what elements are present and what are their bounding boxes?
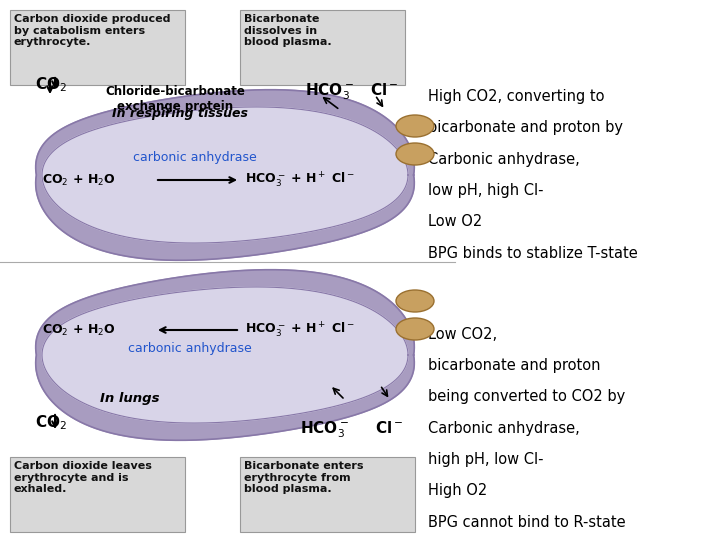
Text: High CO2, converting to: High CO2, converting to	[428, 89, 605, 104]
Text: In respiring tissues: In respiring tissues	[112, 107, 248, 120]
Ellipse shape	[396, 290, 434, 312]
Text: Chloride-bicarbonate
exchange protein: Chloride-bicarbonate exchange protein	[105, 85, 245, 113]
Bar	[10, 457, 185, 532]
Text: HCO$_3^-$ + H$^+$ Cl$^-$: HCO$_3^-$ + H$^+$ Cl$^-$	[245, 171, 356, 190]
Text: Bicarbonate
dissolves in
blood plasma.: Bicarbonate dissolves in blood plasma.	[244, 14, 332, 47]
Text: High O2: High O2	[428, 483, 487, 498]
Text: high pH, low Cl-: high pH, low Cl-	[428, 452, 544, 467]
Text: In lungs: In lungs	[100, 392, 160, 405]
Text: Carbon dioxide leaves
erythrocyte and is
exhaled.: Carbon dioxide leaves erythrocyte and is…	[14, 461, 152, 494]
Polygon shape	[36, 90, 414, 260]
Text: HCO$_3^-$: HCO$_3^-$	[300, 420, 349, 441]
Text: CO$_2$: CO$_2$	[35, 76, 67, 94]
Text: Cl$^-$: Cl$^-$	[370, 82, 398, 98]
Text: Carbonic anhydrase,: Carbonic anhydrase,	[428, 152, 580, 167]
Text: Bicarbonate enters
erythrocyte from
blood plasma.: Bicarbonate enters erythrocyte from bloo…	[244, 461, 364, 494]
Text: low pH, high Cl-: low pH, high Cl-	[428, 183, 544, 198]
Text: HCO$_3^-$: HCO$_3^-$	[305, 82, 354, 103]
Text: Low O2: Low O2	[428, 214, 482, 230]
Polygon shape	[42, 107, 408, 243]
Text: CO$_2$ + H$_2$O: CO$_2$ + H$_2$O	[42, 322, 115, 338]
Text: HCO$_3^-$ + H$^+$ Cl$^-$: HCO$_3^-$ + H$^+$ Cl$^-$	[245, 321, 356, 340]
Text: Carbon dioxide produced
by catabolism enters
erythrocyte.: Carbon dioxide produced by catabolism en…	[14, 14, 171, 47]
Bar	[240, 10, 405, 85]
Ellipse shape	[396, 143, 434, 165]
Text: bicarbonate and proton: bicarbonate and proton	[428, 358, 601, 373]
Bar	[240, 457, 415, 532]
Bar	[10, 10, 185, 85]
Text: BPG cannot bind to R-state: BPG cannot bind to R-state	[428, 515, 626, 530]
Text: Low CO2,: Low CO2,	[428, 327, 498, 342]
Text: CO$_2$: CO$_2$	[35, 413, 67, 431]
Text: bicarbonate and proton by: bicarbonate and proton by	[428, 120, 624, 136]
Ellipse shape	[396, 115, 434, 137]
Polygon shape	[36, 269, 414, 440]
Ellipse shape	[396, 318, 434, 340]
Text: CO$_2$ + H$_2$O: CO$_2$ + H$_2$O	[42, 172, 115, 187]
Text: Cl$^-$: Cl$^-$	[375, 420, 403, 436]
Text: BPG binds to stablize T-state: BPG binds to stablize T-state	[428, 246, 638, 261]
Text: carbonic anhydrase: carbonic anhydrase	[133, 151, 257, 164]
Text: Carbonic anhydrase,: Carbonic anhydrase,	[428, 421, 580, 436]
Text: carbonic anhydrase: carbonic anhydrase	[128, 342, 252, 355]
Polygon shape	[42, 287, 408, 423]
Text: being converted to CO2 by: being converted to CO2 by	[428, 389, 626, 404]
